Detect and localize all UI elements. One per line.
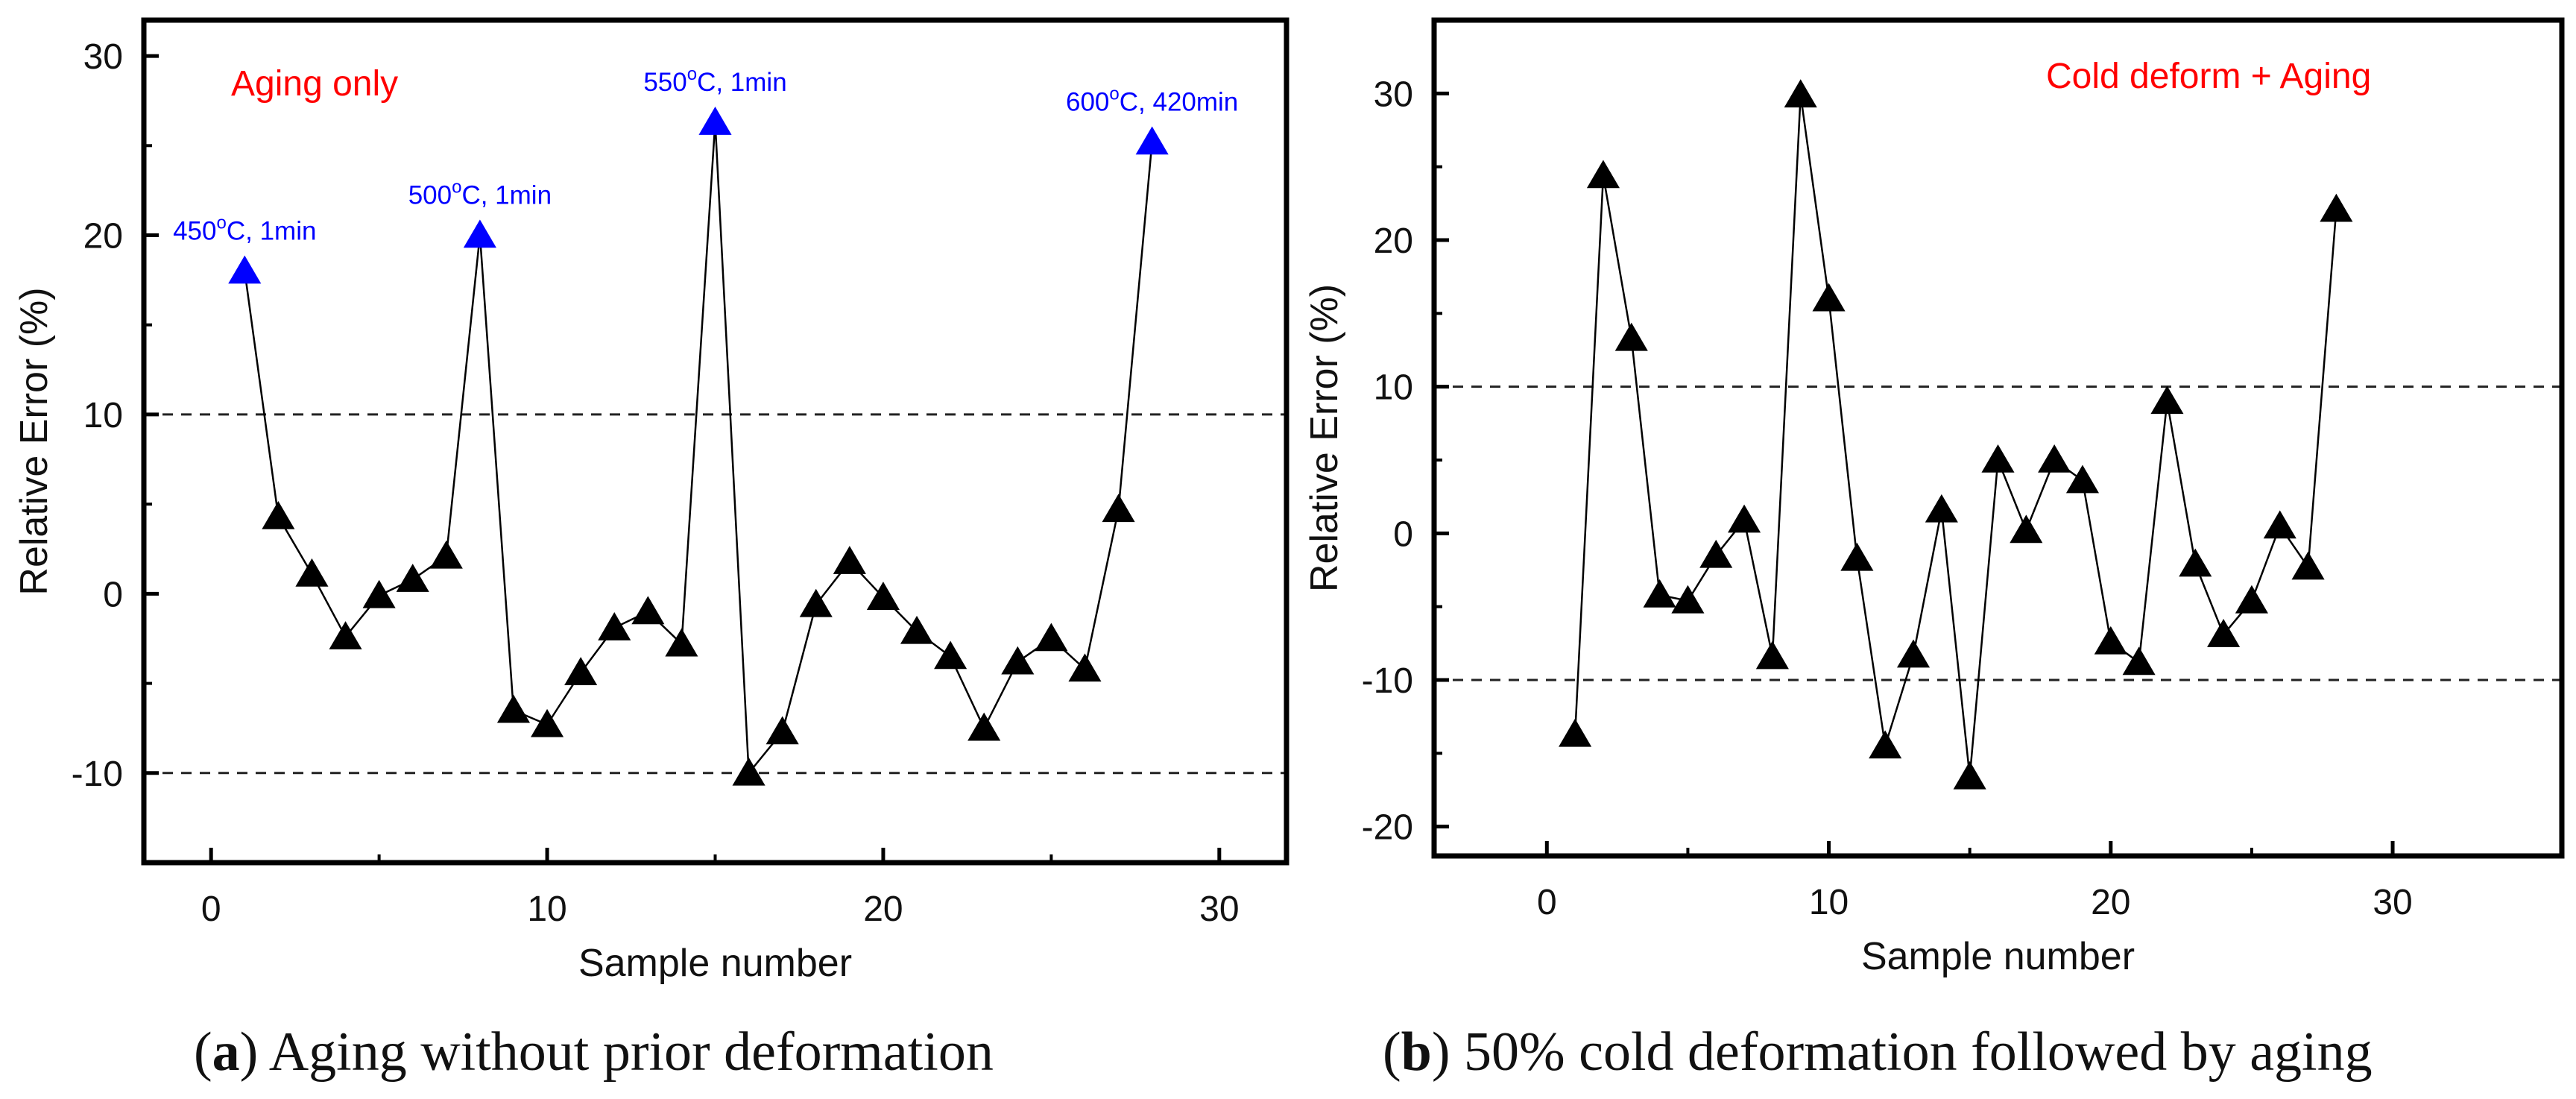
panel-b-data-point	[1981, 444, 2015, 473]
panel-a-x-axis-title: Sample number	[578, 942, 852, 985]
panel-b-data-point	[2065, 465, 2100, 494]
panel-a-data-point	[631, 596, 665, 625]
panel-b-y-tick-label: -10	[1362, 661, 1413, 701]
panel-b-data-point	[2038, 444, 2071, 473]
panel-b-data-point	[1755, 640, 1789, 670]
panel-a-data-point	[329, 621, 362, 649]
panel-b-data-point	[2122, 646, 2156, 676]
panel-b-data-point	[1586, 160, 1620, 189]
panel-a-data-point	[967, 712, 1001, 741]
panel-a-point-annotation: 550oC, 1min	[643, 64, 786, 97]
panel-a-y-tick-label: 20	[83, 217, 123, 256]
panel-a-y-tick-label: 0	[103, 575, 123, 614]
panel-a-data-point	[1068, 653, 1102, 682]
panel-a-data-point	[228, 255, 262, 284]
panel-b-x-tick-label: 30	[2373, 883, 2412, 922]
panel-a-data-point	[799, 588, 833, 617]
panel-b-data-point	[2094, 626, 2127, 655]
panel-a-data-point	[1035, 623, 1068, 652]
panel-b-data-point	[1896, 639, 1931, 668]
panel-a-data-point	[429, 540, 463, 569]
panel-b-data-point	[2207, 619, 2241, 647]
panel-a-data-point	[1001, 646, 1035, 675]
panel-a-data-point	[665, 628, 698, 657]
panel-b-y-tick-label: 30	[1374, 75, 1413, 114]
panel-a-y-tick-label: 10	[83, 396, 123, 435]
panel-a-data-point	[1102, 494, 1135, 523]
panel-b-caption: (b) 50% cold deformation followed by agi…	[1383, 1021, 2373, 1083]
panel-a-series-line	[244, 122, 1153, 776]
panel-a-inset-label: Aging only	[231, 64, 398, 104]
panel-b-x-tick-label: 0	[1537, 883, 1557, 922]
panel-a-x-tick-label: 10	[527, 889, 566, 929]
panel-a-data-point	[463, 219, 496, 248]
panel-b-data-point	[2263, 510, 2296, 539]
panel-b-data-point	[1643, 579, 1676, 608]
panel-b-data-point	[1728, 504, 1761, 533]
panel-b-data-point	[1614, 322, 1648, 351]
panel-b-data-point	[1784, 79, 1817, 108]
panel-b-data-point	[2320, 193, 2353, 222]
panel-b-data-point	[1925, 494, 1958, 523]
panel-b-y-tick-label: 10	[1374, 368, 1413, 408]
panel-a-data-point	[1135, 126, 1169, 155]
panel-a-data-point	[765, 716, 799, 745]
panel-a-y-axis-title: Relative Error (%)	[13, 287, 56, 595]
panel-b-data-point	[2179, 548, 2212, 577]
panel-b-inset-label: Cold deform + Aging	[2046, 57, 2371, 96]
panel-b-cold-deform-aging: 0 10 20 30 -20 -10 0 10 20 30 Sample number Relativ…	[1303, 17, 2565, 1083]
panel-b-x-axis-title: Sample number	[1861, 935, 2135, 978]
panel-b-data-point	[2010, 514, 2043, 544]
panel-a-data-point	[732, 757, 765, 786]
panel-b-data-point	[1671, 585, 1705, 614]
panel-a-data-point	[564, 657, 598, 685]
panel-a-point-annotation: 450oC, 1min	[173, 213, 316, 246]
panel-b-data-point	[1812, 283, 1846, 312]
panel-a-x-tick-label: 0	[201, 889, 221, 929]
panel-b-series-line	[1573, 95, 2337, 777]
panel-a-data-point	[362, 579, 396, 608]
panel-a-data-point	[598, 612, 631, 640]
panel-b-data-point	[1559, 718, 1592, 747]
panel-b-x-tick-label: 20	[2091, 883, 2130, 922]
panel-b-data-point	[1699, 539, 1733, 568]
panel-b-data-point	[1840, 542, 1874, 571]
panel-a-data-point	[295, 558, 329, 587]
panel-b-data-point	[1869, 730, 1902, 759]
panel-a-data-point	[262, 500, 295, 529]
panel-b-data-point	[2291, 551, 2325, 580]
panel-b-data-point	[2150, 385, 2184, 415]
panel-a-aging-only: 450oC, 1min 500oC, 1min 550oC, 1min 600oC, …	[13, 17, 1289, 1083]
panel-a-data-point	[833, 546, 866, 574]
panel-a-point-annotation: 600oC, 420min	[1066, 84, 1238, 116]
panel-a-caption: (a) Aging without prior deformation	[194, 1021, 994, 1083]
panel-a-y-tick-label: -10	[72, 755, 123, 794]
panel-b-y-tick-label: -20	[1362, 808, 1413, 848]
panel-a-data-point	[934, 640, 967, 670]
panel-b-y-tick-label: 0	[1393, 514, 1413, 554]
panel-a-x-tick-label: 20	[863, 889, 903, 929]
panel-a-point-annotation: 500oC, 1min	[408, 177, 552, 210]
panel-b-y-tick-label: 20	[1374, 221, 1413, 261]
panel-b-data-point	[1953, 761, 1986, 790]
panel-a-data-point	[900, 615, 934, 644]
panel-a-x-tick-label: 30	[1199, 889, 1239, 929]
panel-a-plot-frame	[141, 17, 1289, 866]
panel-a-y-tick-label: 30	[83, 37, 123, 77]
panel-a-data-point	[496, 694, 531, 723]
panel-b-plot-frame	[1431, 17, 2565, 859]
panel-a-data-point	[866, 582, 900, 610]
panel-b-data-point	[2235, 585, 2268, 614]
panel-a-data-point	[698, 107, 732, 135]
panel-b-y-axis-title: Relative Error (%)	[1303, 284, 1346, 592]
panel-a-data-point	[531, 708, 564, 737]
panel-b-x-tick-label: 10	[1809, 883, 1849, 922]
panel-a-data-point	[396, 564, 429, 592]
